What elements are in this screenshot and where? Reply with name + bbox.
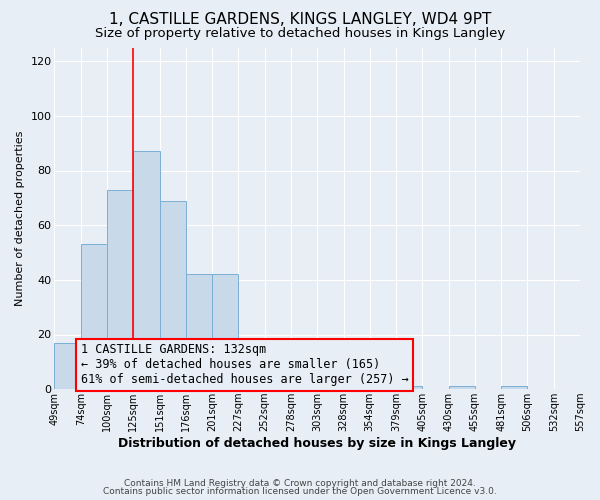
Bar [55,342,81,389]
Bar [501,386,527,389]
Bar [344,378,370,389]
Y-axis label: Number of detached properties: Number of detached properties [15,130,25,306]
X-axis label: Distribution of detached houses by size in Kings Langley: Distribution of detached houses by size … [118,437,516,450]
Text: Contains HM Land Registry data © Crown copyright and database right 2024.: Contains HM Land Registry data © Crown c… [124,478,476,488]
Bar [133,152,160,389]
Bar [370,386,396,389]
Bar [186,274,212,389]
Bar [238,348,265,389]
Bar [291,370,317,389]
Bar [107,190,133,389]
Bar [160,200,186,389]
Bar [265,364,291,389]
Bar [81,244,107,389]
Bar [317,384,344,389]
Text: Size of property relative to detached houses in Kings Langley: Size of property relative to detached ho… [95,28,505,40]
Text: 1, CASTILLE GARDENS, KINGS LANGLEY, WD4 9PT: 1, CASTILLE GARDENS, KINGS LANGLEY, WD4 … [109,12,491,28]
Bar [212,274,238,389]
Text: Contains public sector information licensed under the Open Government Licence v3: Contains public sector information licen… [103,487,497,496]
Bar [396,386,422,389]
Bar [449,386,475,389]
Text: 1 CASTILLE GARDENS: 132sqm
← 39% of detached houses are smaller (165)
61% of sem: 1 CASTILLE GARDENS: 132sqm ← 39% of deta… [81,344,409,386]
